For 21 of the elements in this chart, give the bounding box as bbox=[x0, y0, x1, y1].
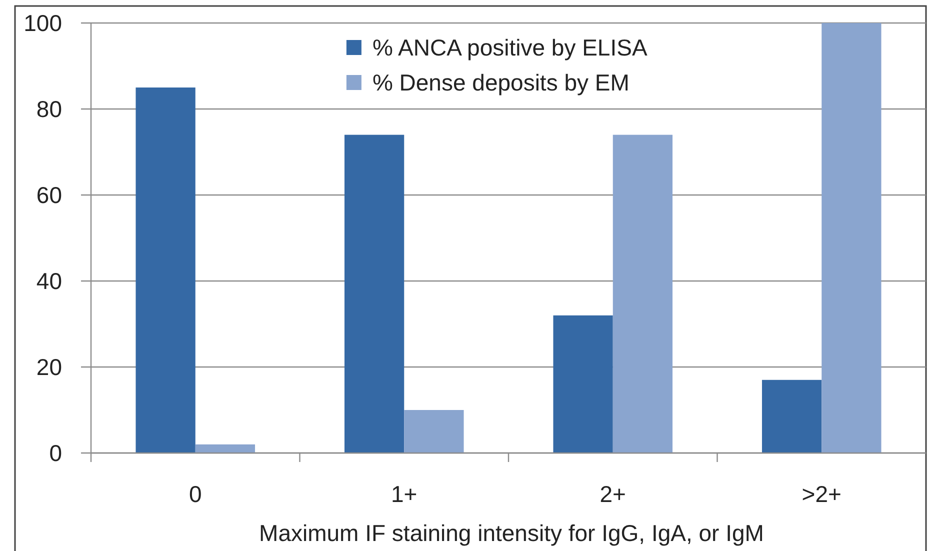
x-tick-label: 1+ bbox=[391, 481, 418, 508]
bar bbox=[762, 380, 822, 453]
x-axis-title: Maximum IF staining intensity for IgG, IgA, or IgM bbox=[259, 520, 764, 546]
y-tick-label: 60 bbox=[36, 182, 62, 208]
y-tick-label: 80 bbox=[36, 96, 62, 122]
x-tick-label: 2+ bbox=[600, 481, 626, 508]
bar bbox=[404, 410, 464, 453]
bar bbox=[344, 134, 404, 453]
bar bbox=[195, 444, 256, 453]
y-tick-label: 0 bbox=[49, 440, 62, 466]
bar bbox=[553, 315, 613, 453]
y-tick-label: 20 bbox=[36, 354, 62, 380]
legend-label: % ANCA positive by ELISA bbox=[372, 34, 648, 61]
legend-label: % Dense deposits by EM bbox=[372, 70, 630, 96]
bar bbox=[612, 134, 673, 453]
x-tick-label: >2+ bbox=[802, 481, 842, 508]
y-tick-label: 40 bbox=[36, 268, 62, 294]
bar bbox=[822, 23, 882, 453]
y-tick-label: 100 bbox=[24, 10, 62, 36]
x-tick-label: 0 bbox=[188, 481, 202, 508]
bar bbox=[136, 88, 196, 453]
